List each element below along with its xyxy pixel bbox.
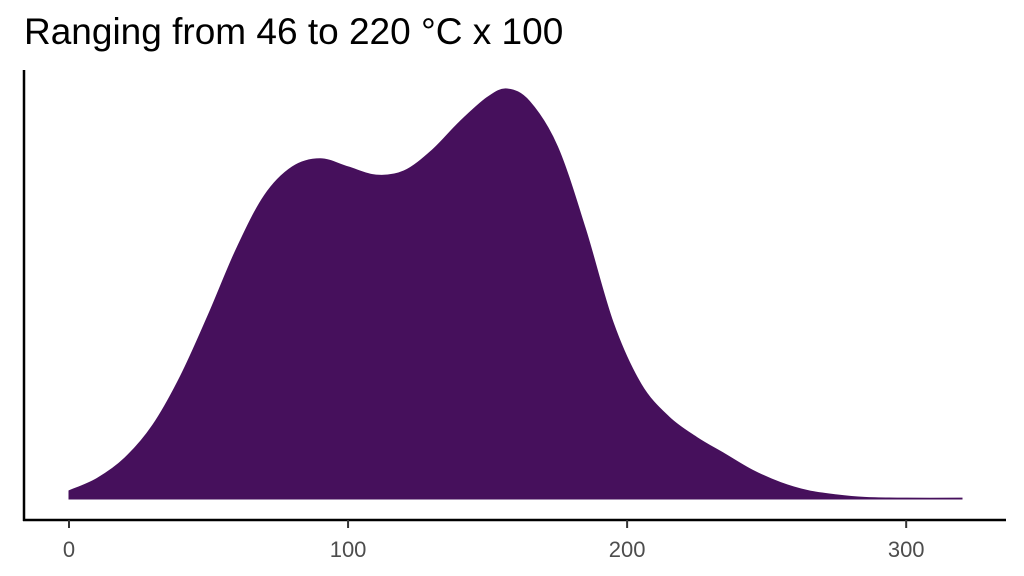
area-layer: [68, 88, 963, 500]
density-area: [68, 88, 963, 500]
x-tick-label: 300: [888, 537, 925, 562]
x-ticks: 0 100 200 300: [63, 520, 925, 562]
x-tick-label: 0: [63, 537, 75, 562]
x-tick-label: 100: [330, 537, 367, 562]
x-tick-label: 200: [609, 537, 646, 562]
chart-title: Ranging from 46 to 220 °C x 100: [24, 11, 564, 52]
